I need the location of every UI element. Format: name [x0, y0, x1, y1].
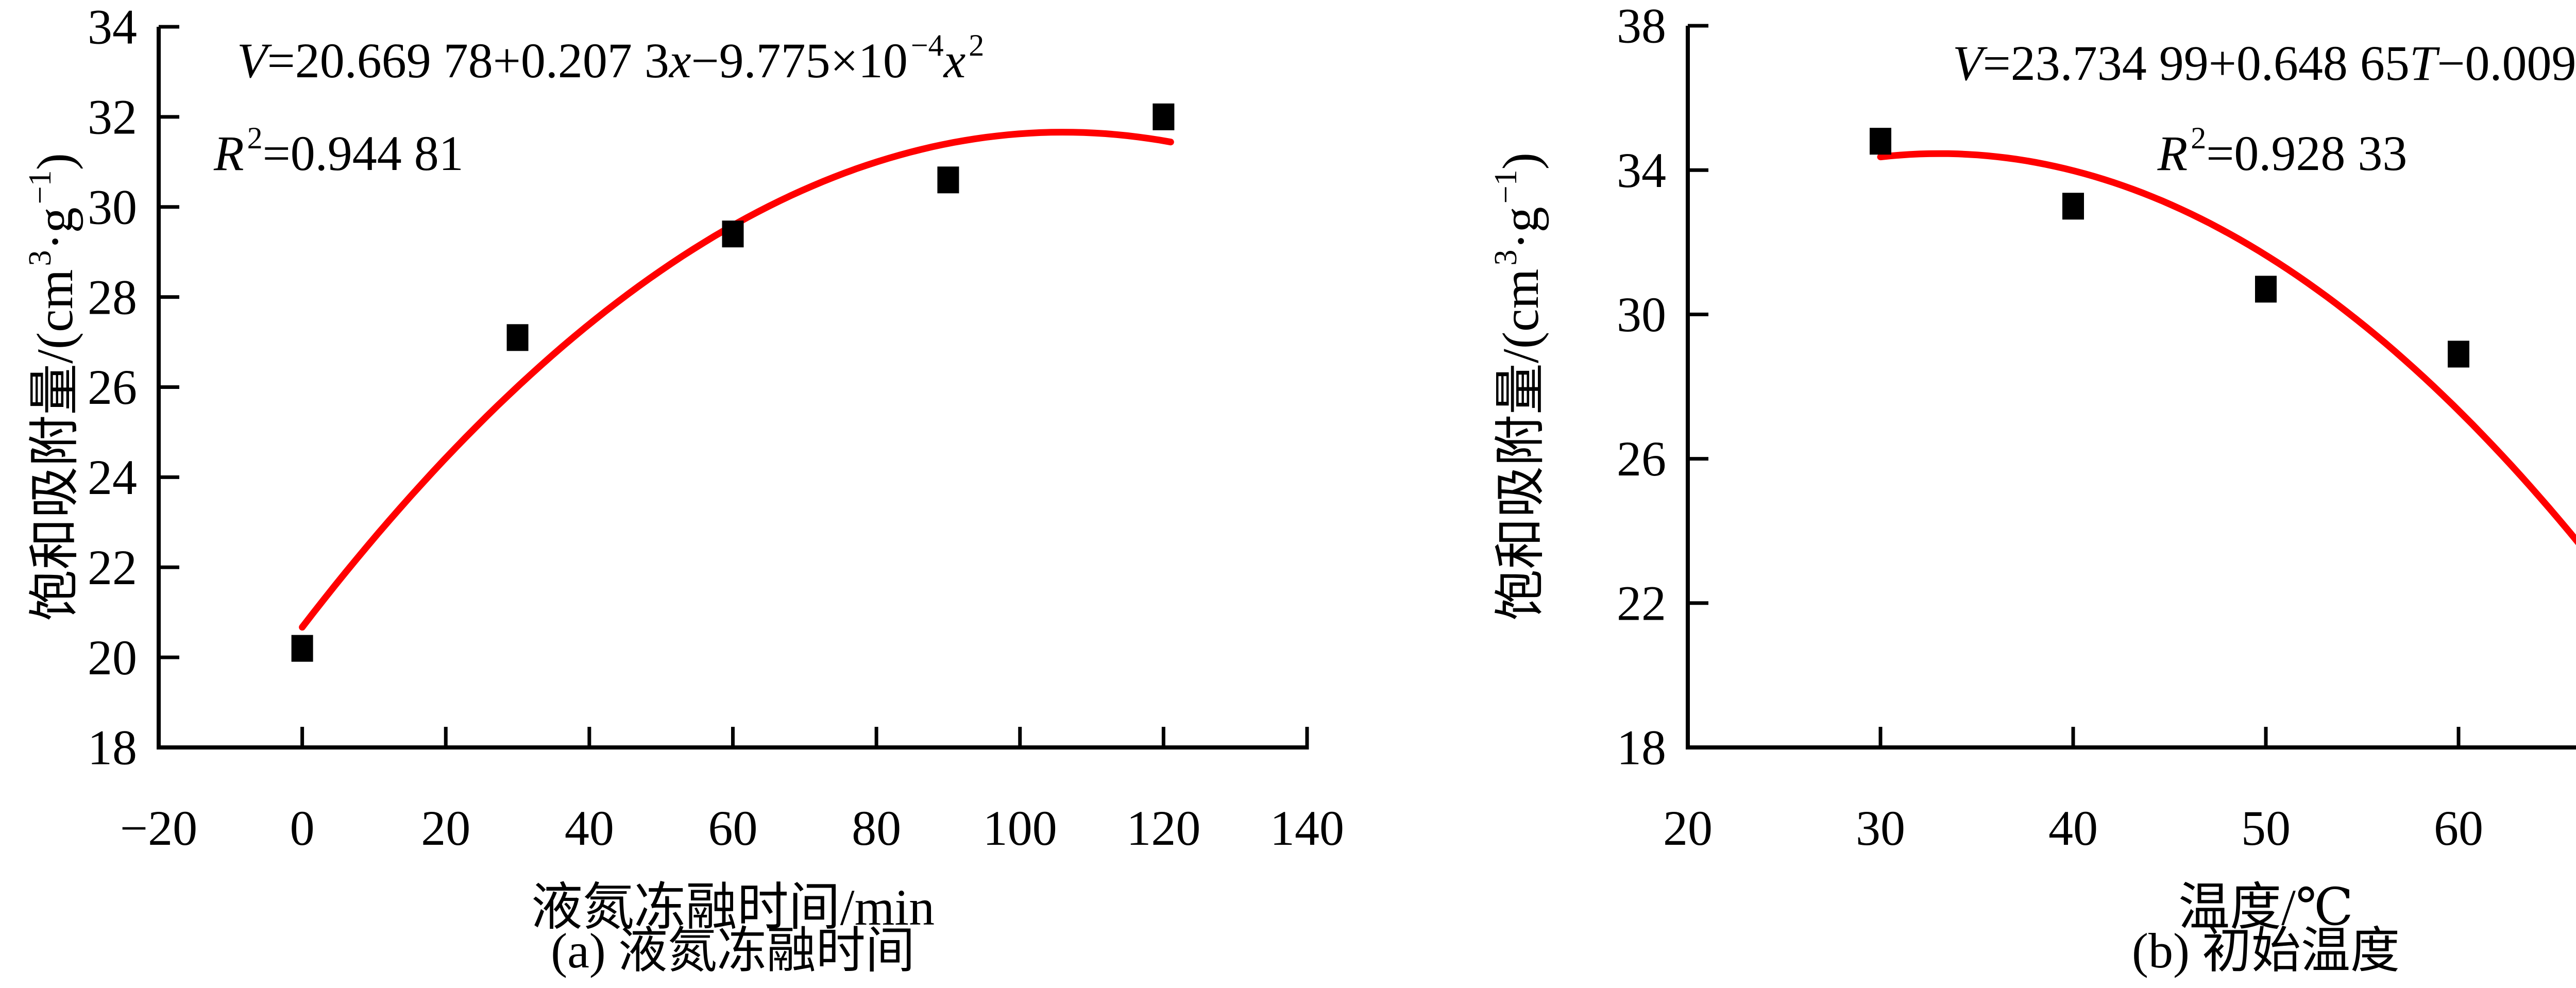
y-tick-label-a: 26 — [88, 360, 137, 415]
x-tick-label-a: −20 — [120, 800, 197, 856]
y-axis-label-b: 饱和吸附量/(cm3·g−1) — [1488, 152, 1549, 621]
y-tick-label-a: 30 — [88, 179, 137, 234]
data-point-b — [2062, 193, 2084, 220]
y-tick-label-a: 28 — [88, 269, 137, 325]
y-tick-label-b: 34 — [1617, 143, 1666, 198]
y-tick-label-b: 26 — [1617, 431, 1666, 486]
x-tick-label-a: 0 — [290, 800, 315, 856]
x-tick-label-b: 40 — [2048, 800, 2098, 856]
x-tick-label-a: 80 — [852, 800, 901, 856]
x-tick-label-a: 100 — [983, 800, 1057, 856]
y-tick-label-a: 18 — [88, 720, 137, 775]
r-squared-a: R 2=0.944 81 — [213, 121, 464, 181]
data-point-b — [2255, 276, 2277, 303]
fit-curve-b — [1877, 150, 2576, 546]
equation-a: V=20.669 78+0.207 3x−9.775×10 −4x 2 — [237, 28, 984, 88]
data-point-a — [506, 324, 529, 351]
x-tick-label-a: 120 — [1126, 800, 1200, 856]
fit-curve-a — [299, 129, 1174, 631]
data-point-b — [1870, 128, 1891, 155]
y-axis-label-a: 饱和吸附量/(cm3·g−1) — [23, 153, 83, 621]
x-tick-label-b: 60 — [2434, 800, 2483, 856]
x-axis-label-b: 温度/℃ — [2178, 879, 2353, 936]
y-tick-label-b: 38 — [1617, 0, 1666, 54]
equation-b: V=23.734 99+0.648 65T−0.009 81T2 — [1953, 31, 2576, 91]
caption-b: (b) 初始温度 — [2132, 923, 2400, 978]
x-tick-label-a: 40 — [565, 800, 614, 856]
y-tick-label-a: 24 — [88, 450, 137, 505]
y-tick-label-b: 22 — [1617, 575, 1666, 631]
y-tick-label-b: 30 — [1617, 287, 1666, 342]
r-squared-b: R 2=0.928 33 — [2157, 121, 2408, 181]
data-point-a — [722, 220, 744, 248]
y-tick-label-a: 22 — [88, 540, 137, 595]
y-tick-label-a: 20 — [88, 630, 137, 685]
x-tick-label-a: 60 — [708, 800, 758, 856]
y-tick-label-b: 18 — [1617, 720, 1666, 775]
data-point-a — [291, 635, 313, 662]
x-tick-label-b: 20 — [1663, 800, 1713, 856]
x-tick-label-b: 50 — [2241, 800, 2291, 856]
x-tick-label-b: 30 — [1856, 800, 1905, 856]
caption-a: (a) 液氮冻融时间 — [551, 923, 915, 978]
data-point-a — [1153, 103, 1175, 130]
x-axis-label-a: 液氮冻融时间/min — [531, 879, 935, 936]
x-tick-label-a: 140 — [1270, 800, 1344, 856]
data-point-b — [2448, 340, 2469, 368]
x-tick-label-a: 20 — [421, 800, 470, 856]
data-point-a — [937, 166, 959, 194]
y-tick-label-a: 34 — [88, 0, 137, 55]
y-tick-label-a: 32 — [88, 90, 137, 145]
